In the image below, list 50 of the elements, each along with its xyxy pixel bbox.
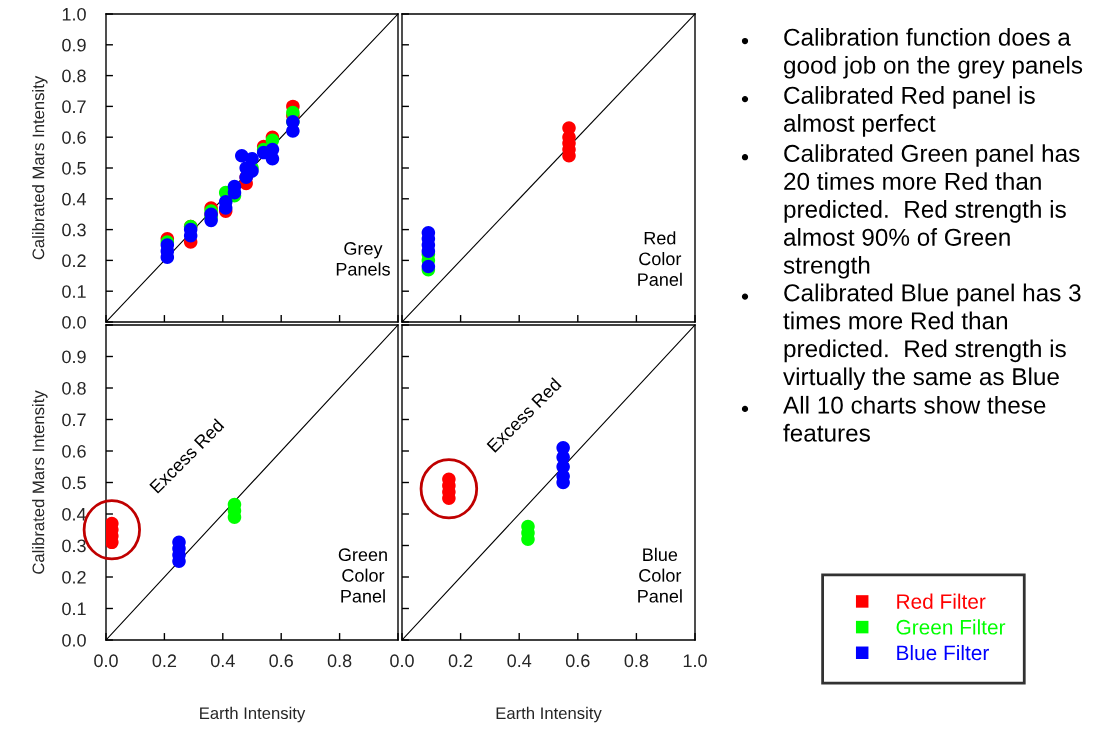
annotation: Blue Color Panel	[638, 547, 682, 603]
y-tick-label: 0.7	[62, 100, 86, 114]
y-tick-label: 0.9	[62, 350, 86, 364]
y-tick-label: 0.3	[62, 223, 86, 237]
x-tick-label: 0.0	[390, 654, 414, 668]
x-tick-label: 0.4	[507, 654, 532, 668]
text: Calibration function does a good job on the grey panels	[784, 28, 1083, 79]
y-tick-label: 0.8	[62, 381, 86, 395]
x-tick-label: 0.2	[152, 654, 177, 668]
x-tick-label: 0.4	[210, 654, 235, 668]
y-tick-label: 0.2	[62, 570, 86, 584]
point	[286, 124, 300, 138]
y-tick-label: 0.2	[62, 254, 86, 268]
y-tick-label: 0.6	[62, 444, 86, 458]
x-tick-label: 0.2	[448, 654, 473, 668]
text: All 10 charts show these features	[783, 395, 1046, 442]
y-tick-label: 0.4	[62, 192, 87, 206]
legend-label: Green Filter	[896, 619, 1006, 635]
y-tick-label: 0.8	[62, 69, 86, 83]
annotation: Red Color Panel	[638, 231, 682, 286]
y-tick-label: 0.0	[62, 633, 86, 647]
x-tick-label: 1.0	[683, 654, 707, 668]
annotation: Grey Panels	[336, 242, 390, 276]
legend-label: Blue Filter	[897, 644, 989, 661]
y-tick-label: 0.9	[62, 38, 86, 52]
text: Calibrated Blue panel has 3 times more Red than predicted. Red strength is virtually the same as Blue	[783, 283, 1081, 391]
y-tick-label: 0.5	[62, 476, 86, 490]
y-tick-label: 0.6	[62, 131, 86, 144]
x-tick-label: 0.8	[624, 654, 649, 668]
annotation: Green Color Panel	[338, 548, 387, 603]
y-tick-label: 0.3	[62, 539, 86, 553]
y-tick-label: 0.1	[62, 285, 86, 298]
legend-label: Red Filter	[897, 593, 986, 609]
x-tick-label: 0.8	[327, 654, 352, 668]
x-axis-title: Earth Intensity	[496, 706, 602, 723]
y-axis-title: Calibrated Mars Intensity	[32, 390, 48, 574]
x-axis-title: Earth Intensity	[200, 706, 306, 723]
text: Calibrated Green panel has 20 times more Red than predicted. Red strength is almost 90% of Green strength	[783, 144, 1080, 279]
y-axis-title: Calibrated Mars Intensity	[32, 75, 48, 260]
y-tick-label: 1.0	[62, 7, 86, 21]
x-tick-label: 0.6	[565, 654, 590, 668]
y-tick-label: 0.5	[62, 161, 86, 175]
x-tick-label: 0.6	[269, 654, 293, 668]
y-tick-label: 0.4	[62, 507, 87, 521]
point	[245, 151, 259, 166]
y-tick-label: 0.0	[62, 315, 86, 329]
y-tick-label: 0.1	[62, 602, 86, 616]
x-tick-label: 0.0	[94, 654, 118, 668]
text: Calibrated Red panel is almost perfect	[784, 86, 1035, 137]
y-tick-label: 0.7	[62, 413, 86, 427]
